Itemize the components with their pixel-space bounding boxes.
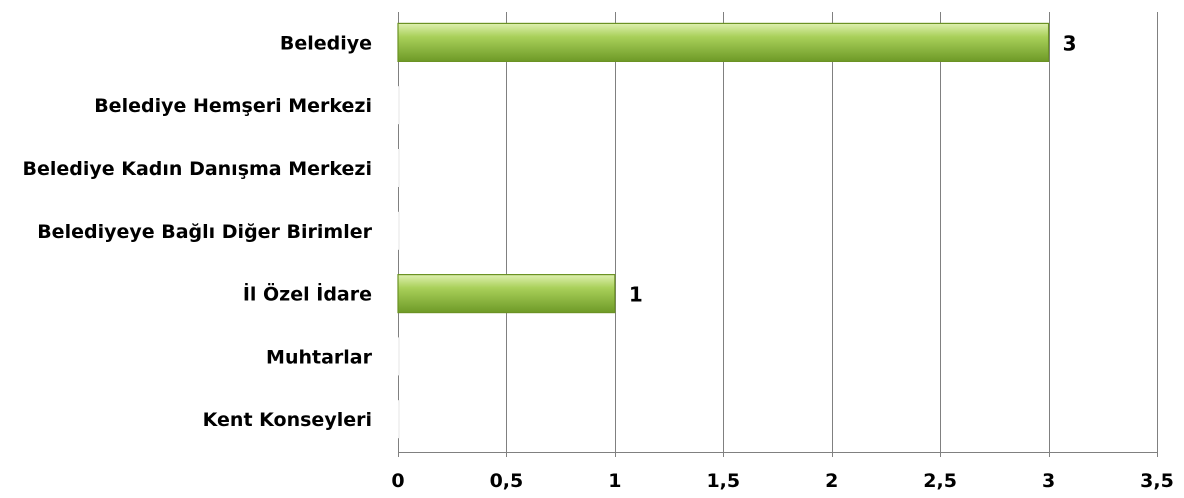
category-label-5: Muhtarlar: [266, 346, 373, 368]
category-label-0: Belediye: [280, 32, 372, 54]
data-label-4: 1: [629, 283, 643, 307]
data-labels: 31: [629, 31, 1077, 306]
gridlines: [398, 12, 1158, 457]
category-label-4: İl Özel İdare: [243, 282, 372, 306]
x-tick-label-0: 0: [391, 470, 404, 492]
bar-5: [398, 337, 400, 376]
x-axis-tick-labels: 0 0,5 1 1,5 2 2,5 3 3,5: [391, 470, 1173, 492]
bars: [397, 22, 1050, 439]
bar-0: [397, 22, 1050, 62]
bar-4: [397, 274, 616, 314]
x-tick-label-2: 1: [608, 470, 621, 492]
bar-6: [398, 400, 400, 439]
data-label-0: 3: [1063, 31, 1077, 55]
bar-2: [398, 149, 400, 187]
category-label-1: Belediye Hemşeri Merkezi: [94, 95, 372, 117]
bar-1: [398, 86, 400, 125]
category-labels: Belediye Belediye Hemşeri Merkezi Belediye…: [23, 32, 373, 431]
category-label-6: Kent Konseyleri: [203, 409, 372, 431]
x-tick-label-1: 0,5: [490, 470, 524, 492]
x-tick-label-6: 3: [1042, 470, 1055, 492]
category-label-2: Belediye Kadın Danışma Merkezi: [23, 158, 373, 180]
category-label-3: Belediyeye Bağlı Diğer Birimler: [37, 221, 372, 243]
x-tick-label-4: 2: [825, 470, 838, 492]
bar-3: [398, 211, 400, 250]
x-tick-label-5: 2,5: [923, 470, 957, 492]
x-tick-label-7: 3,5: [1140, 470, 1174, 492]
x-tick-label-3: 1,5: [706, 470, 740, 492]
